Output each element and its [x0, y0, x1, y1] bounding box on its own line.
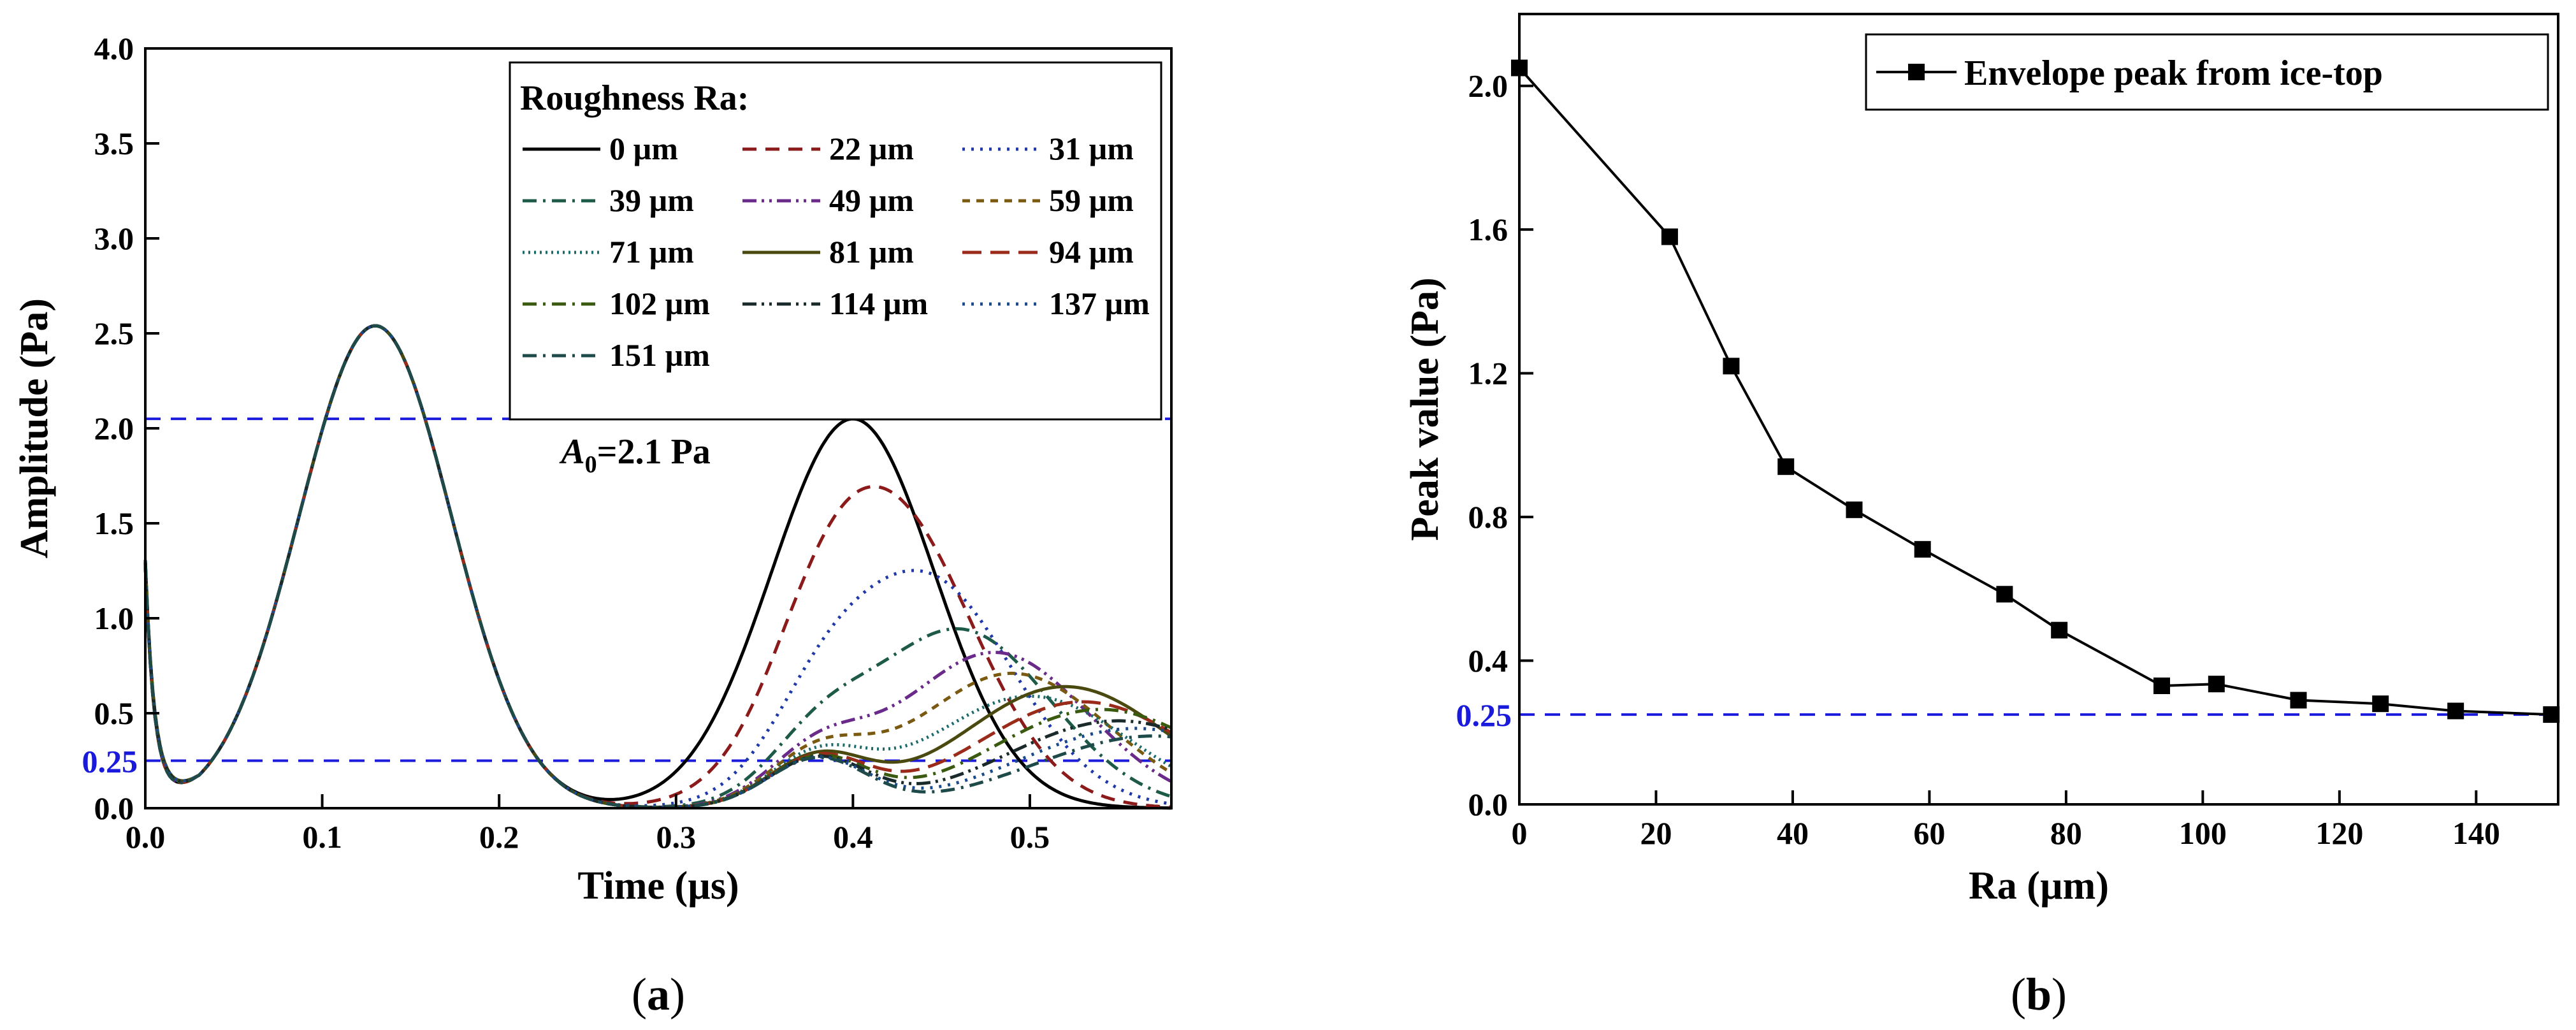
- panel-a-x-tick-label: 0.0: [126, 819, 166, 855]
- panel-a-label: (a): [632, 969, 685, 1020]
- panel-b-data-point: [1777, 458, 1795, 475]
- panel-a-legend-label: 22 µm: [829, 131, 914, 166]
- panel-b-data-point: [1661, 228, 1678, 245]
- panel-a-legend-label: 102 µm: [609, 286, 710, 321]
- panel-a-legend-box: [509, 61, 1162, 421]
- panel-a-y-tick-label: 1.5: [94, 505, 134, 541]
- panel-a-axis-ticks: 0.0 0.1 0.2 0.3 0.4 0.5 0.0 0.5 1.0 1.5 2.0 2.5 3.0 3…: [94, 31, 1050, 855]
- panel-a-x-tick-label: 0.4: [833, 819, 873, 855]
- panel-a-x-tick-label: 0.5: [1010, 819, 1050, 855]
- panel-a-legend-label: 114 µm: [829, 286, 928, 321]
- panel-a-x-tick-label: 0.2: [479, 819, 519, 855]
- panel-b-y-tick-label: 0.4: [1468, 643, 1509, 679]
- panel-a-legend-label: 39 µm: [609, 182, 694, 218]
- panel-b-y-tick-label: 0.8: [1468, 499, 1509, 535]
- panel-a-x-tick-label: 0.1: [302, 819, 342, 855]
- panel-b-x-tick-label: 140: [2452, 815, 2500, 851]
- panel-b-series-line: [1518, 67, 2552, 716]
- panel-a-legend-label: 71 µm: [609, 234, 694, 270]
- panel-b-data-point: [1846, 501, 1863, 518]
- panel-a-y-tick-label: 2.0: [94, 410, 134, 446]
- panel-b-chart: 0 20 40 60 80 100 120 140 0.0 0.4 0.8 1.2 1.6 2.0 Ra …: [1403, 13, 2560, 1020]
- panel-a-legend: Roughness Ra: 0 µm 22 µm 31 µm 39 µm 49 µm 59…: [509, 61, 1162, 421]
- panel-b-x-tick-label: 120: [2315, 815, 2363, 851]
- panel-a-y-tick-label: 3.0: [94, 221, 134, 256]
- panel-b-y-axis-label: Peak value (Pa): [1403, 277, 1447, 540]
- panel-b-data-point: [2543, 706, 2560, 723]
- panel-a-series-line-137um: [143, 324, 1172, 809]
- panel-b-threshold-label: 0.25: [1456, 697, 1512, 733]
- panel-b-x-tick-label: 40: [1777, 815, 1809, 851]
- panel-b-data-point: [2208, 676, 2225, 693]
- panel-a-legend-label: 49 µm: [829, 182, 914, 218]
- panel-a-series-line-22um: [143, 324, 1172, 809]
- panel-b-y-tick-label: 0.0: [1468, 787, 1509, 822]
- panel-a-x-axis-label: Time (µs): [577, 864, 739, 908]
- panel-b-x-axis-label: Ra (µm): [1969, 864, 2109, 908]
- panel-b-x-tick-label: 80: [2050, 815, 2082, 851]
- panel-a-reference-annotation: A0=2.1 Pa: [559, 432, 710, 478]
- panel-b-letter: b: [2026, 969, 2051, 1020]
- panel-a-legend-label: 94 µm: [1049, 234, 1134, 270]
- panel-a-legend-label: 31 µm: [1049, 131, 1134, 166]
- panel-b-data-point: [1996, 586, 2013, 603]
- panel-b-x-tick-label: 100: [2179, 815, 2227, 851]
- panel-a-letter: a: [647, 969, 670, 1020]
- panel-b-curves: [1511, 59, 2560, 723]
- panel-a-legend-label: 137 µm: [1049, 286, 1150, 321]
- annotation-main: A: [559, 432, 584, 472]
- panel-b-label: (b): [2011, 969, 2067, 1020]
- annotation-rest: =2.1 Pa: [597, 432, 711, 472]
- panel-b-y-tick-label: 1.6: [1468, 212, 1509, 247]
- annotation-subscript: 0: [585, 451, 597, 478]
- panel-b-data-point: [1914, 540, 1931, 558]
- panel-b-legend-label: Envelope peak from ice-top: [1964, 54, 2383, 93]
- panel-b-y-tick-label: 1.2: [1468, 356, 1509, 391]
- panel-b-data-point: [2153, 678, 2171, 694]
- panel-b-data-point: [2447, 702, 2464, 720]
- panel-b-data-point: [1723, 358, 1740, 375]
- panel-b-legend: Envelope peak from ice-top: [1865, 33, 2549, 111]
- panel-a-legend-title: Roughness Ra:: [520, 78, 749, 118]
- panel-a-y-tick-label: 3.5: [94, 126, 134, 161]
- panel-b-legend-marker: [1908, 64, 1925, 80]
- panel-a-y-tick-label: 0.5: [94, 695, 134, 731]
- panel-b-y-tick-label: 2.0: [1468, 68, 1509, 104]
- panel-b-x-tick-label: 20: [1640, 815, 1672, 851]
- panel-a-y-tick-label: 4.0: [94, 31, 134, 66]
- panel-a-legend-label: 151 µm: [609, 337, 710, 373]
- panel-b-x-tick-label: 0: [1512, 815, 1528, 851]
- panel-a-x-tick-label: 0.3: [656, 819, 697, 855]
- panel-a-y-tick-label: 2.5: [94, 316, 134, 351]
- panel-b-data-point: [2290, 692, 2307, 709]
- panel-b-legend-box: [1865, 33, 2549, 111]
- panel-a-y-tick-label: 1.0: [94, 600, 134, 636]
- panel-a-threshold-label: 0.25: [82, 744, 138, 780]
- panel-b-plot-frame: [1518, 13, 2559, 806]
- panel-a-legend-label: 0 µm: [609, 131, 678, 166]
- panel-b-data-point: [2372, 695, 2389, 713]
- panel-a-chart: 0.0 0.1 0.2 0.3 0.4 0.5 0.0 0.5 1.0 1.5 2.0 2.5 3.0 3…: [13, 31, 1173, 1020]
- panel-b-axis-ticks: 0 20 40 60 80 100 120 140 0.0 0.4 0.8 1.2 1.6 2.0: [1468, 68, 2500, 851]
- panel-a-legend-label: 59 µm: [1049, 182, 1134, 218]
- panel-a-y-axis-label: Amplitude (Pa): [13, 298, 56, 558]
- panel-b-x-tick-label: 60: [1913, 815, 1945, 851]
- panel-a-legend-label: 81 µm: [829, 234, 914, 270]
- panel-a-y-tick-label: 0.0: [94, 790, 134, 826]
- panel-b-data-point: [2051, 621, 2068, 639]
